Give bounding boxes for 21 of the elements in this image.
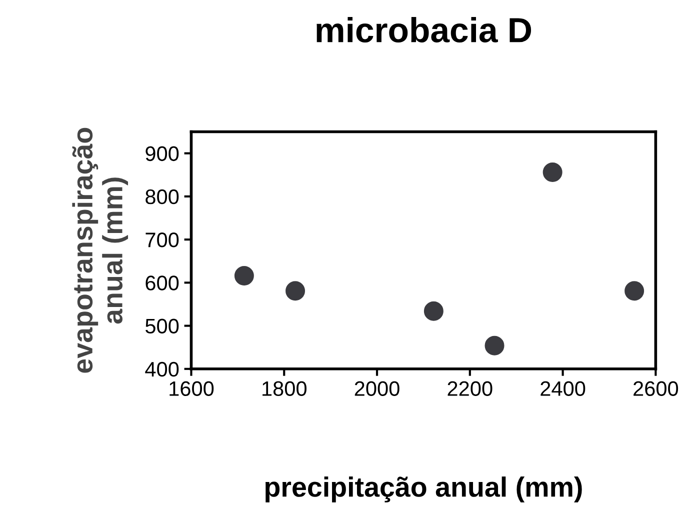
x-tick-label: 2600 — [634, 381, 678, 396]
point — [424, 301, 444, 321]
y-axis-title: evapotranspiração anual (mm) — [72, 128, 128, 373]
point — [624, 281, 644, 301]
point — [234, 266, 254, 286]
y-tick-label: 600 — [146, 276, 179, 290]
y-tick-label: 500 — [146, 318, 179, 334]
x-tick-label: 2200 — [448, 381, 492, 396]
y-tick-label: 700 — [146, 232, 179, 248]
x-tick-label: 2000 — [354, 381, 400, 396]
x-tick-label: 2400 — [540, 381, 586, 396]
x-tick-label: 1800 — [262, 381, 306, 396]
chart-title: microbacia D — [316, 16, 532, 42]
x-tick-label: 1600 — [170, 381, 214, 396]
point — [286, 281, 306, 301]
point — [484, 336, 504, 356]
x-axis-title: precipitação anual (mm) — [266, 476, 582, 502]
y-tick-label: 400 — [145, 362, 179, 377]
point — [542, 162, 562, 182]
y-tick-label: 900 — [146, 146, 179, 162]
y-tick-label: 800 — [146, 189, 179, 204]
